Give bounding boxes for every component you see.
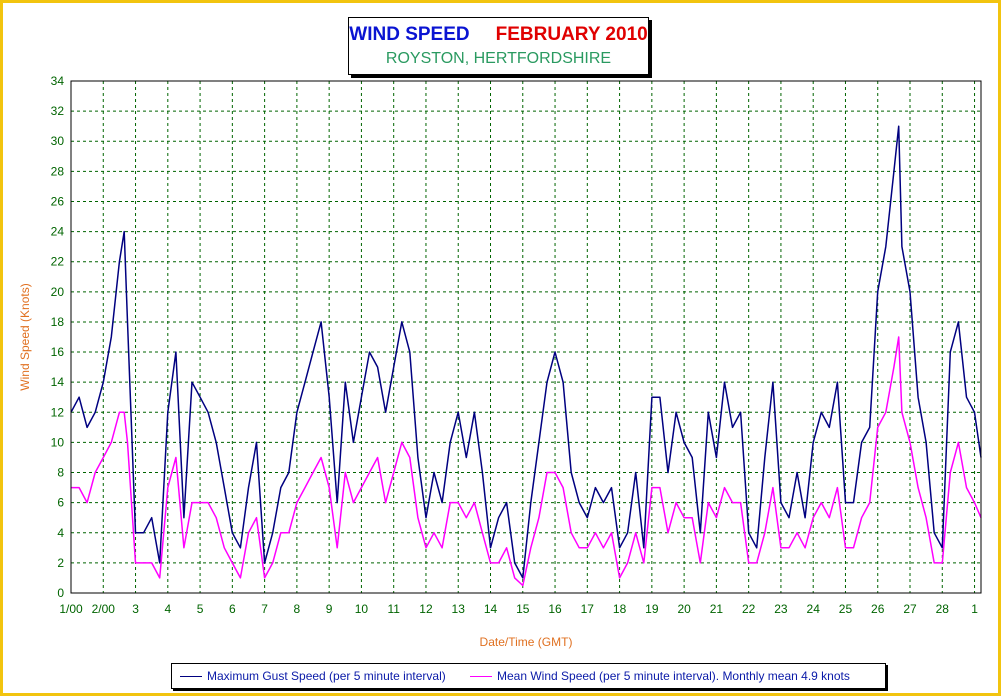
series-line-gust [70,125,982,579]
y-tick-label: 0 [57,586,64,600]
x-tick-label: 8 [294,602,301,616]
y-tick-label: 10 [51,435,65,449]
data-series [70,125,982,587]
x-tick-label: 7 [261,602,268,616]
x-tick-label: 1 [971,602,978,616]
x-tick-labels: 1/00 2/00 3 4 5 6 7 8 9 10 11 12 13 14 15 16 17 18 19 20 21 2… [59,602,978,616]
legend-label-gust: Maximum Gust Speed (per 5 minute interva… [207,669,446,683]
x-axis-label: Date/Time (GMT) [480,635,573,649]
x-tick-label: 23 [774,602,788,616]
y-tick-label: 14 [51,375,65,389]
x-tick-label: 4 [164,602,171,616]
x-tick-label: 19 [645,602,659,616]
y-tick-label: 6 [57,496,64,510]
y-tick-label: 32 [51,104,65,118]
x-tick-label: 28 [936,602,950,616]
x-tick-label: 6 [229,602,236,616]
gridlines [71,81,981,593]
chart-title-month: FEBRUARY 2010 [495,24,648,45]
x-tick-label: 27 [903,602,917,616]
y-tick-label: 30 [51,134,65,148]
title-box: WIND SPEED FEBRUARY 2010 ROYSTON, HERTFOR… [348,17,649,75]
legend-swatch-mean [470,676,492,678]
x-tick-label: 22 [742,602,756,616]
y-tick-label: 20 [51,285,65,299]
plot-area [71,81,981,593]
legend-swatch-gust [180,676,202,678]
y-tick-label: 28 [51,164,65,178]
x-tick-label: 13 [452,602,466,616]
x-tick-label: 20 [677,602,691,616]
legend-item-mean: Mean Wind Speed (per 5 minute interval).… [470,669,850,683]
x-tick-label: 26 [871,602,885,616]
title-line: WIND SPEED FEBRUARY 2010 [349,24,648,46]
x-tick-label: 2/00 [92,602,116,616]
legend-label-mean: Mean Wind Speed (per 5 minute interval).… [497,669,850,683]
x-tick-label: 10 [355,602,369,616]
y-tick-label: 22 [51,255,65,269]
x-tick-label: 17 [581,602,595,616]
y-tick-label: 24 [51,225,65,239]
y-tick-label: 4 [57,526,64,540]
chart-subtitle: ROYSTON, HERTFORDSHIRE [385,50,612,67]
legend-item-gust: Maximum Gust Speed (per 5 minute interva… [180,669,446,683]
x-tick-label: 25 [839,602,853,616]
x-tick-label: 21 [710,602,724,616]
y-tick-label: 34 [51,74,65,88]
x-tick-label: 15 [516,602,530,616]
legend: Maximum Gust Speed (per 5 minute interva… [171,663,886,689]
x-tick-label: 12 [419,602,433,616]
y-tick-label: 12 [51,405,65,419]
x-tick-label: 5 [197,602,204,616]
x-tick-label: 1/00 [59,602,83,616]
y-tick-label: 26 [51,194,65,208]
y-tick-label: 16 [51,345,65,359]
x-tick-label: 3 [132,602,139,616]
y-tick-label: 8 [57,466,64,480]
x-tick-label: 11 [387,602,400,616]
series-line-mean [71,336,982,587]
y-tick-label: 18 [51,315,65,329]
y-tick-label: 2 [57,556,64,570]
x-tick-label: 16 [548,602,562,616]
x-tick-label: 18 [613,602,627,616]
x-tick-label: 24 [807,602,821,616]
chart-title: WIND SPEED [349,24,470,45]
plot-border [70,80,982,594]
x-tick-label: 14 [484,602,498,616]
y-axis-label: Wind Speed (Knots) [18,283,32,390]
x-tick-label: 9 [326,602,333,616]
